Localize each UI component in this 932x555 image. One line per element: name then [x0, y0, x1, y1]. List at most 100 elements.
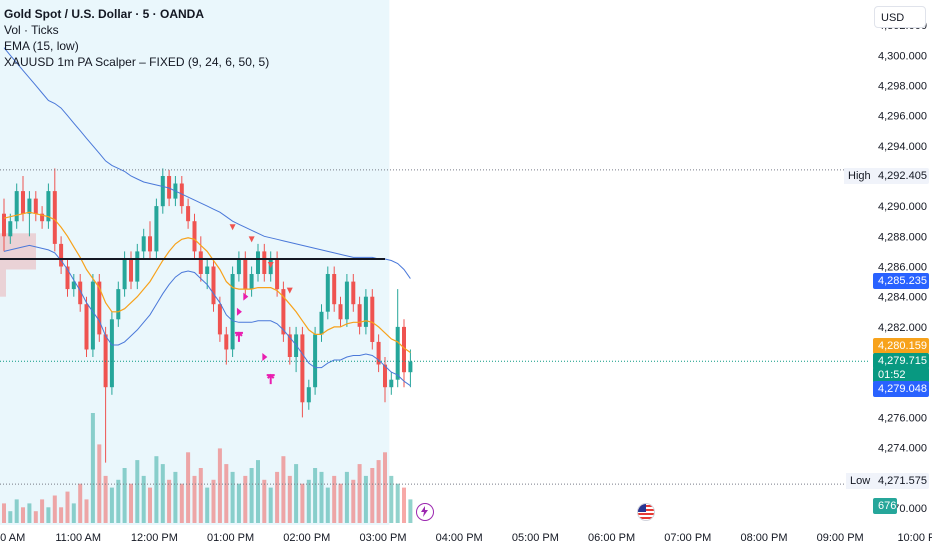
volume-bar	[408, 499, 413, 523]
buy-marker	[266, 373, 275, 385]
candle-body	[236, 259, 241, 275]
volume-bar	[268, 487, 273, 523]
price-tick-label: 4,300.000	[878, 50, 927, 62]
signal-markers	[229, 224, 293, 385]
low-price-tag: 4,271.575	[873, 473, 929, 489]
candle-body	[40, 213, 45, 222]
volume-bar	[402, 487, 406, 523]
candle-body	[2, 213, 6, 237]
candle-body	[230, 274, 235, 350]
price-axis: 4,302.0004,300.0004,298.0004,296.0004,29…	[878, 20, 927, 515]
candle-body	[281, 289, 286, 335]
time-tick-label: 02:00 PM	[283, 532, 330, 544]
ema-price-tag: 4,280.159	[873, 338, 929, 354]
candle-body	[300, 334, 305, 403]
candle-body	[46, 191, 51, 222]
currency-button[interactable]: USD	[874, 6, 926, 28]
volume-bar	[46, 507, 51, 523]
candle-body	[383, 364, 387, 388]
candle-body	[351, 281, 356, 305]
symbol-title[interactable]: Gold Spot / U.S. Dollar · 5 · OANDA	[4, 7, 205, 21]
volume-indicator-label[interactable]: Vol · Ticks	[4, 23, 59, 37]
price-tick-label: 4,296.000	[878, 111, 927, 123]
volume-bar	[186, 452, 191, 523]
countdown-tag: 01:52	[873, 367, 929, 383]
volume-bar	[281, 456, 286, 523]
volume-bar	[198, 468, 203, 523]
sell-arrow	[229, 224, 236, 231]
volume-bar	[116, 479, 121, 523]
lightning-icon[interactable]	[416, 503, 434, 521]
volume-bar	[243, 475, 248, 523]
time-tick-label: 11:00 AM	[55, 532, 101, 544]
candle-body	[52, 191, 57, 244]
volume-bar	[141, 475, 146, 523]
candle-body	[109, 319, 114, 388]
volume-bar	[217, 448, 222, 523]
time-tick-label: 05:00 PM	[512, 532, 559, 544]
time-tick-label: 08:00 PM	[740, 532, 787, 544]
price-tick-label: 4,290.000	[878, 201, 927, 213]
indicator-lines	[0, 47, 411, 387]
candle-body	[71, 281, 76, 290]
candle-body	[376, 341, 381, 365]
high-price-tag: 4,292.405	[873, 168, 929, 184]
volume-bar	[148, 487, 152, 523]
candle-body	[262, 251, 267, 274]
ema-indicator-label[interactable]: EMA (15, low)	[4, 39, 79, 53]
scalper-indicator-label[interactable]: XAUUSD 1m PA Scalper – FIXED (9, 24, 6, …	[4, 55, 270, 69]
sell-arrow	[286, 287, 293, 294]
candle-body	[408, 361, 413, 373]
volume-bar	[27, 503, 32, 523]
buy-marker	[234, 331, 243, 342]
volume-bar	[84, 499, 89, 523]
time-tick-label: 03:00 PM	[359, 532, 406, 544]
chart-legend: Gold Spot / U.S. Dollar · 5 · OANDA Vol …	[4, 6, 269, 70]
candle-body	[217, 304, 222, 335]
volume-bar	[65, 491, 70, 523]
volume-bar	[383, 452, 387, 523]
volume-bar	[52, 495, 57, 523]
candle-body	[33, 198, 38, 214]
candle-body	[65, 266, 70, 290]
volume-bar	[103, 475, 108, 523]
volume-bar	[389, 475, 394, 523]
volume-bar	[344, 471, 349, 523]
volume-bar	[122, 468, 127, 523]
price-tick-label: 4,284.000	[878, 292, 927, 304]
volume-bar	[224, 464, 229, 523]
us-flag-icon[interactable]	[637, 503, 655, 521]
time-tick-label: 04:00 PM	[436, 532, 483, 544]
candle-body	[179, 183, 184, 207]
volume-bar	[173, 471, 178, 523]
candle-body	[224, 334, 229, 350]
volume-bar	[192, 475, 197, 523]
candle-body	[154, 206, 159, 252]
price-tick-label: 4,298.000	[878, 80, 927, 92]
sell-arrow	[267, 262, 274, 269]
candle-body	[129, 259, 133, 282]
volume-bar	[71, 503, 76, 523]
volume-tag: 676	[873, 498, 897, 514]
candle-body	[192, 221, 197, 252]
price-tick-label: 4,274.000	[878, 443, 927, 455]
time-tick-label: 07:00 PM	[664, 532, 711, 544]
price-tick-label: 4,286.000	[878, 262, 927, 274]
candle-body	[122, 259, 127, 290]
candle-body	[338, 304, 343, 320]
time-tick-label: 10:00 AM	[0, 532, 25, 544]
volume-bar	[90, 413, 95, 523]
candle-body	[198, 251, 203, 274]
time-tick-label: 12:00 PM	[131, 532, 178, 544]
volume-bar	[338, 483, 343, 523]
candle-body	[344, 281, 349, 320]
volume-bar	[135, 460, 140, 523]
sell-arrow	[248, 236, 255, 243]
volume-bar	[8, 511, 13, 523]
signal-triangle	[262, 353, 268, 362]
volume-bar	[249, 468, 254, 523]
candle-body	[14, 191, 19, 222]
volume-bar	[370, 468, 375, 523]
